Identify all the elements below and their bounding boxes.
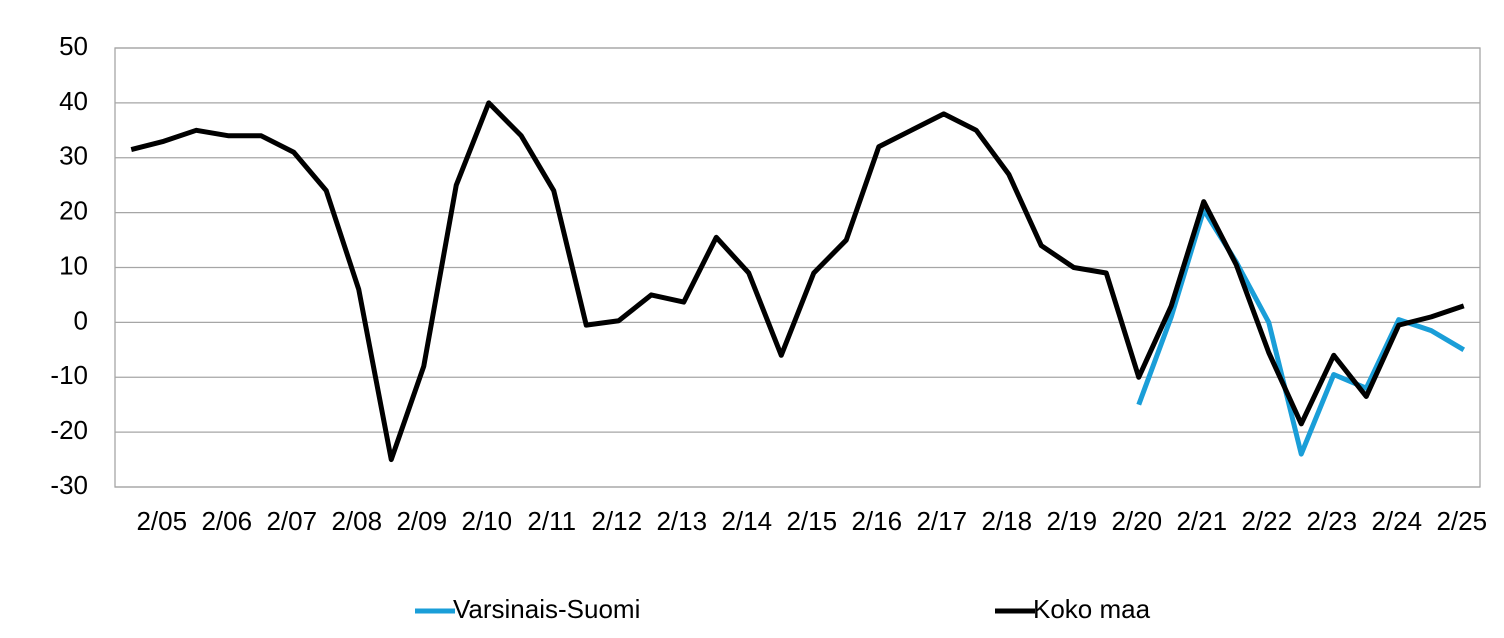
y-tick-label: 10: [59, 250, 88, 280]
x-tick-label: 2/11: [527, 506, 576, 536]
x-tick-label: 2/17: [916, 506, 967, 536]
x-tick-label: 2/23: [1306, 506, 1357, 536]
x-tick-label: 2/21: [1176, 506, 1227, 536]
x-tick-label: 2/09: [396, 506, 447, 536]
x-tick-label: 2/19: [1046, 506, 1097, 536]
x-tick-label: 2/12: [591, 506, 642, 536]
x-tick-label: 2/13: [656, 506, 707, 536]
x-tick-label: 2/15: [786, 506, 837, 536]
x-tick-label: 2/10: [461, 506, 512, 536]
y-tick-label: 50: [59, 31, 88, 61]
y-tick-label: 0: [74, 305, 88, 335]
x-tick-label: 2/05: [136, 506, 187, 536]
x-tick-label: 2/08: [331, 506, 382, 536]
x-tick-label: 2/16: [851, 506, 902, 536]
y-tick-label: 30: [59, 141, 88, 171]
x-tick-label: 2/20: [1111, 506, 1162, 536]
x-tick-label: 2/07: [266, 506, 317, 536]
y-tick-label: -30: [50, 470, 88, 500]
y-tick-label: -10: [50, 360, 88, 390]
legend-label: Koko maa: [1033, 594, 1151, 624]
y-tick-label: 20: [59, 196, 88, 226]
series-line: [130, 100, 1465, 463]
legend-label: Varsinais-Suomi: [453, 594, 640, 624]
x-tick-label: 2/14: [721, 506, 772, 536]
y-tick-label: -20: [50, 415, 88, 445]
y-tick-label: 40: [59, 86, 88, 116]
x-tick-label: 2/22: [1241, 506, 1292, 536]
x-tick-label: 2/18: [981, 506, 1032, 536]
x-tick-label: 2/24: [1371, 506, 1422, 536]
x-tick-label: 2/25: [1436, 506, 1487, 536]
x-tick-label: 2/06: [201, 506, 252, 536]
